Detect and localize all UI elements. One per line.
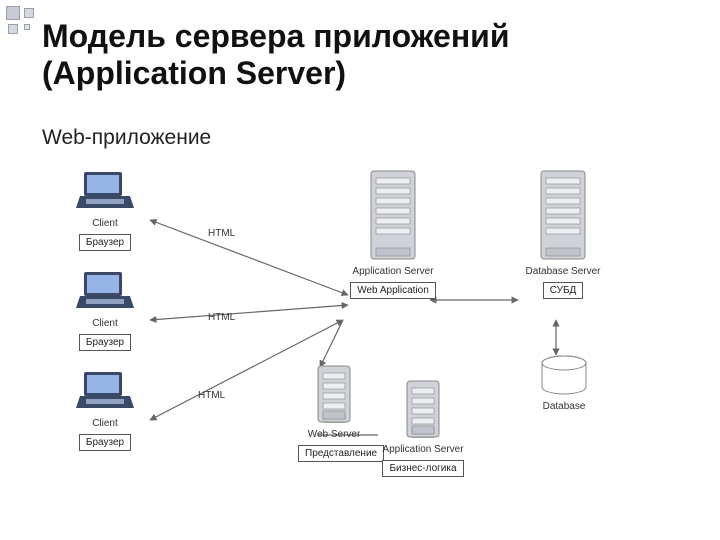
database: Database	[540, 355, 588, 412]
client-3-label: Client	[76, 418, 134, 429]
edge-label-1: HTML	[208, 228, 235, 239]
database-server-tag: СУБД	[543, 282, 584, 299]
database-icon	[540, 355, 588, 400]
edge-label-3: HTML	[198, 390, 225, 401]
database-server: Database Server СУБД	[518, 170, 608, 299]
application-server-main-icon	[348, 170, 438, 265]
application-server-biz-label: Application Server	[378, 444, 468, 455]
web-server-label: Web Server	[298, 429, 370, 440]
application-server-biz-icon	[378, 380, 468, 443]
client-1-label: Client	[76, 218, 134, 229]
web-server: Web ServerПредставление	[298, 365, 370, 462]
client-2-tag: Браузер	[79, 334, 131, 351]
database-label: Database	[540, 401, 588, 412]
architecture-diagram: Client Браузер Client Браузер Client Браузе…	[58, 170, 668, 500]
client-1-icon	[76, 170, 134, 217]
web-server-icon	[298, 365, 370, 428]
client-3-icon	[76, 370, 134, 417]
client-2: Client Браузер	[76, 270, 134, 351]
application-server-biz-tag: Бизнес-логика	[382, 460, 463, 477]
application-server-biz: Application Server Бизнес-логика	[378, 380, 468, 477]
database-server-label: Database Server	[518, 266, 608, 277]
subtitle: Web-приложение	[42, 126, 211, 150]
database-server-icon	[518, 170, 608, 265]
page-title: Модель сервера приложений (Application S…	[42, 18, 510, 92]
client-1-tag: Браузер	[79, 234, 131, 251]
client-3-tag: Браузер	[79, 434, 131, 451]
client-1: Client Браузер	[76, 170, 134, 251]
client-3: Client Браузер	[76, 370, 134, 451]
application-server-main-tag: Web Application	[350, 282, 436, 299]
client-2-icon	[76, 270, 134, 317]
application-server-main-label: Application Server	[348, 266, 438, 277]
web-server-tag: Представление	[298, 445, 384, 462]
title-line-2: (Application Server)	[42, 55, 346, 91]
application-server-main: Application Server Web Application	[348, 170, 438, 299]
edge-label-2: HTML	[208, 312, 235, 323]
client-2-label: Client	[76, 318, 134, 329]
title-line-1: Модель сервера приложений	[42, 18, 510, 54]
